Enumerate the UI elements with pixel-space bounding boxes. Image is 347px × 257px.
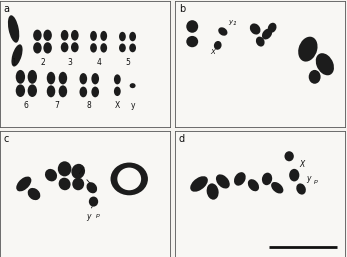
Text: a: a xyxy=(3,4,9,14)
Ellipse shape xyxy=(79,87,87,97)
Ellipse shape xyxy=(8,15,19,43)
Text: y: y xyxy=(86,212,91,221)
Text: X: X xyxy=(210,49,215,55)
Ellipse shape xyxy=(43,42,52,53)
Ellipse shape xyxy=(271,182,283,194)
Ellipse shape xyxy=(186,20,198,33)
Text: 5: 5 xyxy=(125,58,130,67)
Ellipse shape xyxy=(90,31,97,41)
Ellipse shape xyxy=(250,23,261,34)
Ellipse shape xyxy=(206,183,219,200)
Ellipse shape xyxy=(110,163,148,195)
Text: 6: 6 xyxy=(24,101,29,110)
Ellipse shape xyxy=(190,176,208,192)
Ellipse shape xyxy=(117,168,141,190)
Ellipse shape xyxy=(58,161,71,176)
Ellipse shape xyxy=(91,73,99,84)
Text: c: c xyxy=(3,134,9,144)
Ellipse shape xyxy=(47,85,55,97)
Ellipse shape xyxy=(296,183,306,195)
Ellipse shape xyxy=(86,182,97,193)
Text: 1: 1 xyxy=(232,21,236,26)
Ellipse shape xyxy=(119,32,126,41)
Ellipse shape xyxy=(91,87,99,97)
Ellipse shape xyxy=(100,43,107,53)
Ellipse shape xyxy=(16,84,25,97)
Ellipse shape xyxy=(285,151,294,161)
Ellipse shape xyxy=(61,42,68,52)
Text: 7: 7 xyxy=(54,101,59,110)
Ellipse shape xyxy=(28,188,40,200)
Ellipse shape xyxy=(316,53,334,75)
Text: y: y xyxy=(306,174,311,183)
Text: X: X xyxy=(115,101,120,110)
Ellipse shape xyxy=(262,29,272,40)
Ellipse shape xyxy=(214,41,222,50)
Text: y: y xyxy=(228,19,232,25)
Ellipse shape xyxy=(72,178,84,190)
Ellipse shape xyxy=(33,42,42,53)
Ellipse shape xyxy=(262,173,272,185)
Text: 1: 1 xyxy=(11,58,16,67)
Ellipse shape xyxy=(130,83,136,88)
Text: 8: 8 xyxy=(87,101,92,110)
Ellipse shape xyxy=(61,30,68,41)
Text: d: d xyxy=(179,134,185,144)
Ellipse shape xyxy=(79,73,87,84)
Text: 2: 2 xyxy=(40,58,45,67)
Ellipse shape xyxy=(100,31,107,41)
Text: X: X xyxy=(299,160,305,169)
Ellipse shape xyxy=(119,43,126,52)
Text: p: p xyxy=(95,213,99,218)
Ellipse shape xyxy=(90,43,97,53)
Ellipse shape xyxy=(216,174,230,189)
Ellipse shape xyxy=(234,172,246,186)
Ellipse shape xyxy=(33,30,42,41)
Ellipse shape xyxy=(218,27,227,36)
Ellipse shape xyxy=(114,87,121,96)
Ellipse shape xyxy=(45,169,57,181)
Ellipse shape xyxy=(256,36,265,47)
Text: b: b xyxy=(179,4,185,14)
Ellipse shape xyxy=(28,84,37,97)
Ellipse shape xyxy=(298,37,318,62)
Text: 4: 4 xyxy=(96,58,101,67)
Ellipse shape xyxy=(129,43,136,52)
Ellipse shape xyxy=(89,197,98,207)
Ellipse shape xyxy=(309,70,321,84)
Text: p: p xyxy=(313,179,317,184)
Ellipse shape xyxy=(71,42,79,52)
Ellipse shape xyxy=(11,44,23,67)
Ellipse shape xyxy=(43,30,52,41)
Text: y: y xyxy=(130,101,135,110)
Ellipse shape xyxy=(59,72,67,84)
Ellipse shape xyxy=(71,164,85,179)
Ellipse shape xyxy=(186,36,198,47)
Ellipse shape xyxy=(28,70,37,84)
Text: 3: 3 xyxy=(67,58,72,67)
Ellipse shape xyxy=(268,23,277,33)
Ellipse shape xyxy=(114,74,121,84)
Ellipse shape xyxy=(129,32,136,41)
Ellipse shape xyxy=(248,179,259,191)
Ellipse shape xyxy=(16,177,31,191)
Ellipse shape xyxy=(59,178,70,190)
Ellipse shape xyxy=(59,85,67,97)
Ellipse shape xyxy=(47,72,55,84)
Ellipse shape xyxy=(16,70,25,84)
Ellipse shape xyxy=(71,30,79,41)
Ellipse shape xyxy=(289,169,299,181)
Text: X: X xyxy=(78,167,83,176)
